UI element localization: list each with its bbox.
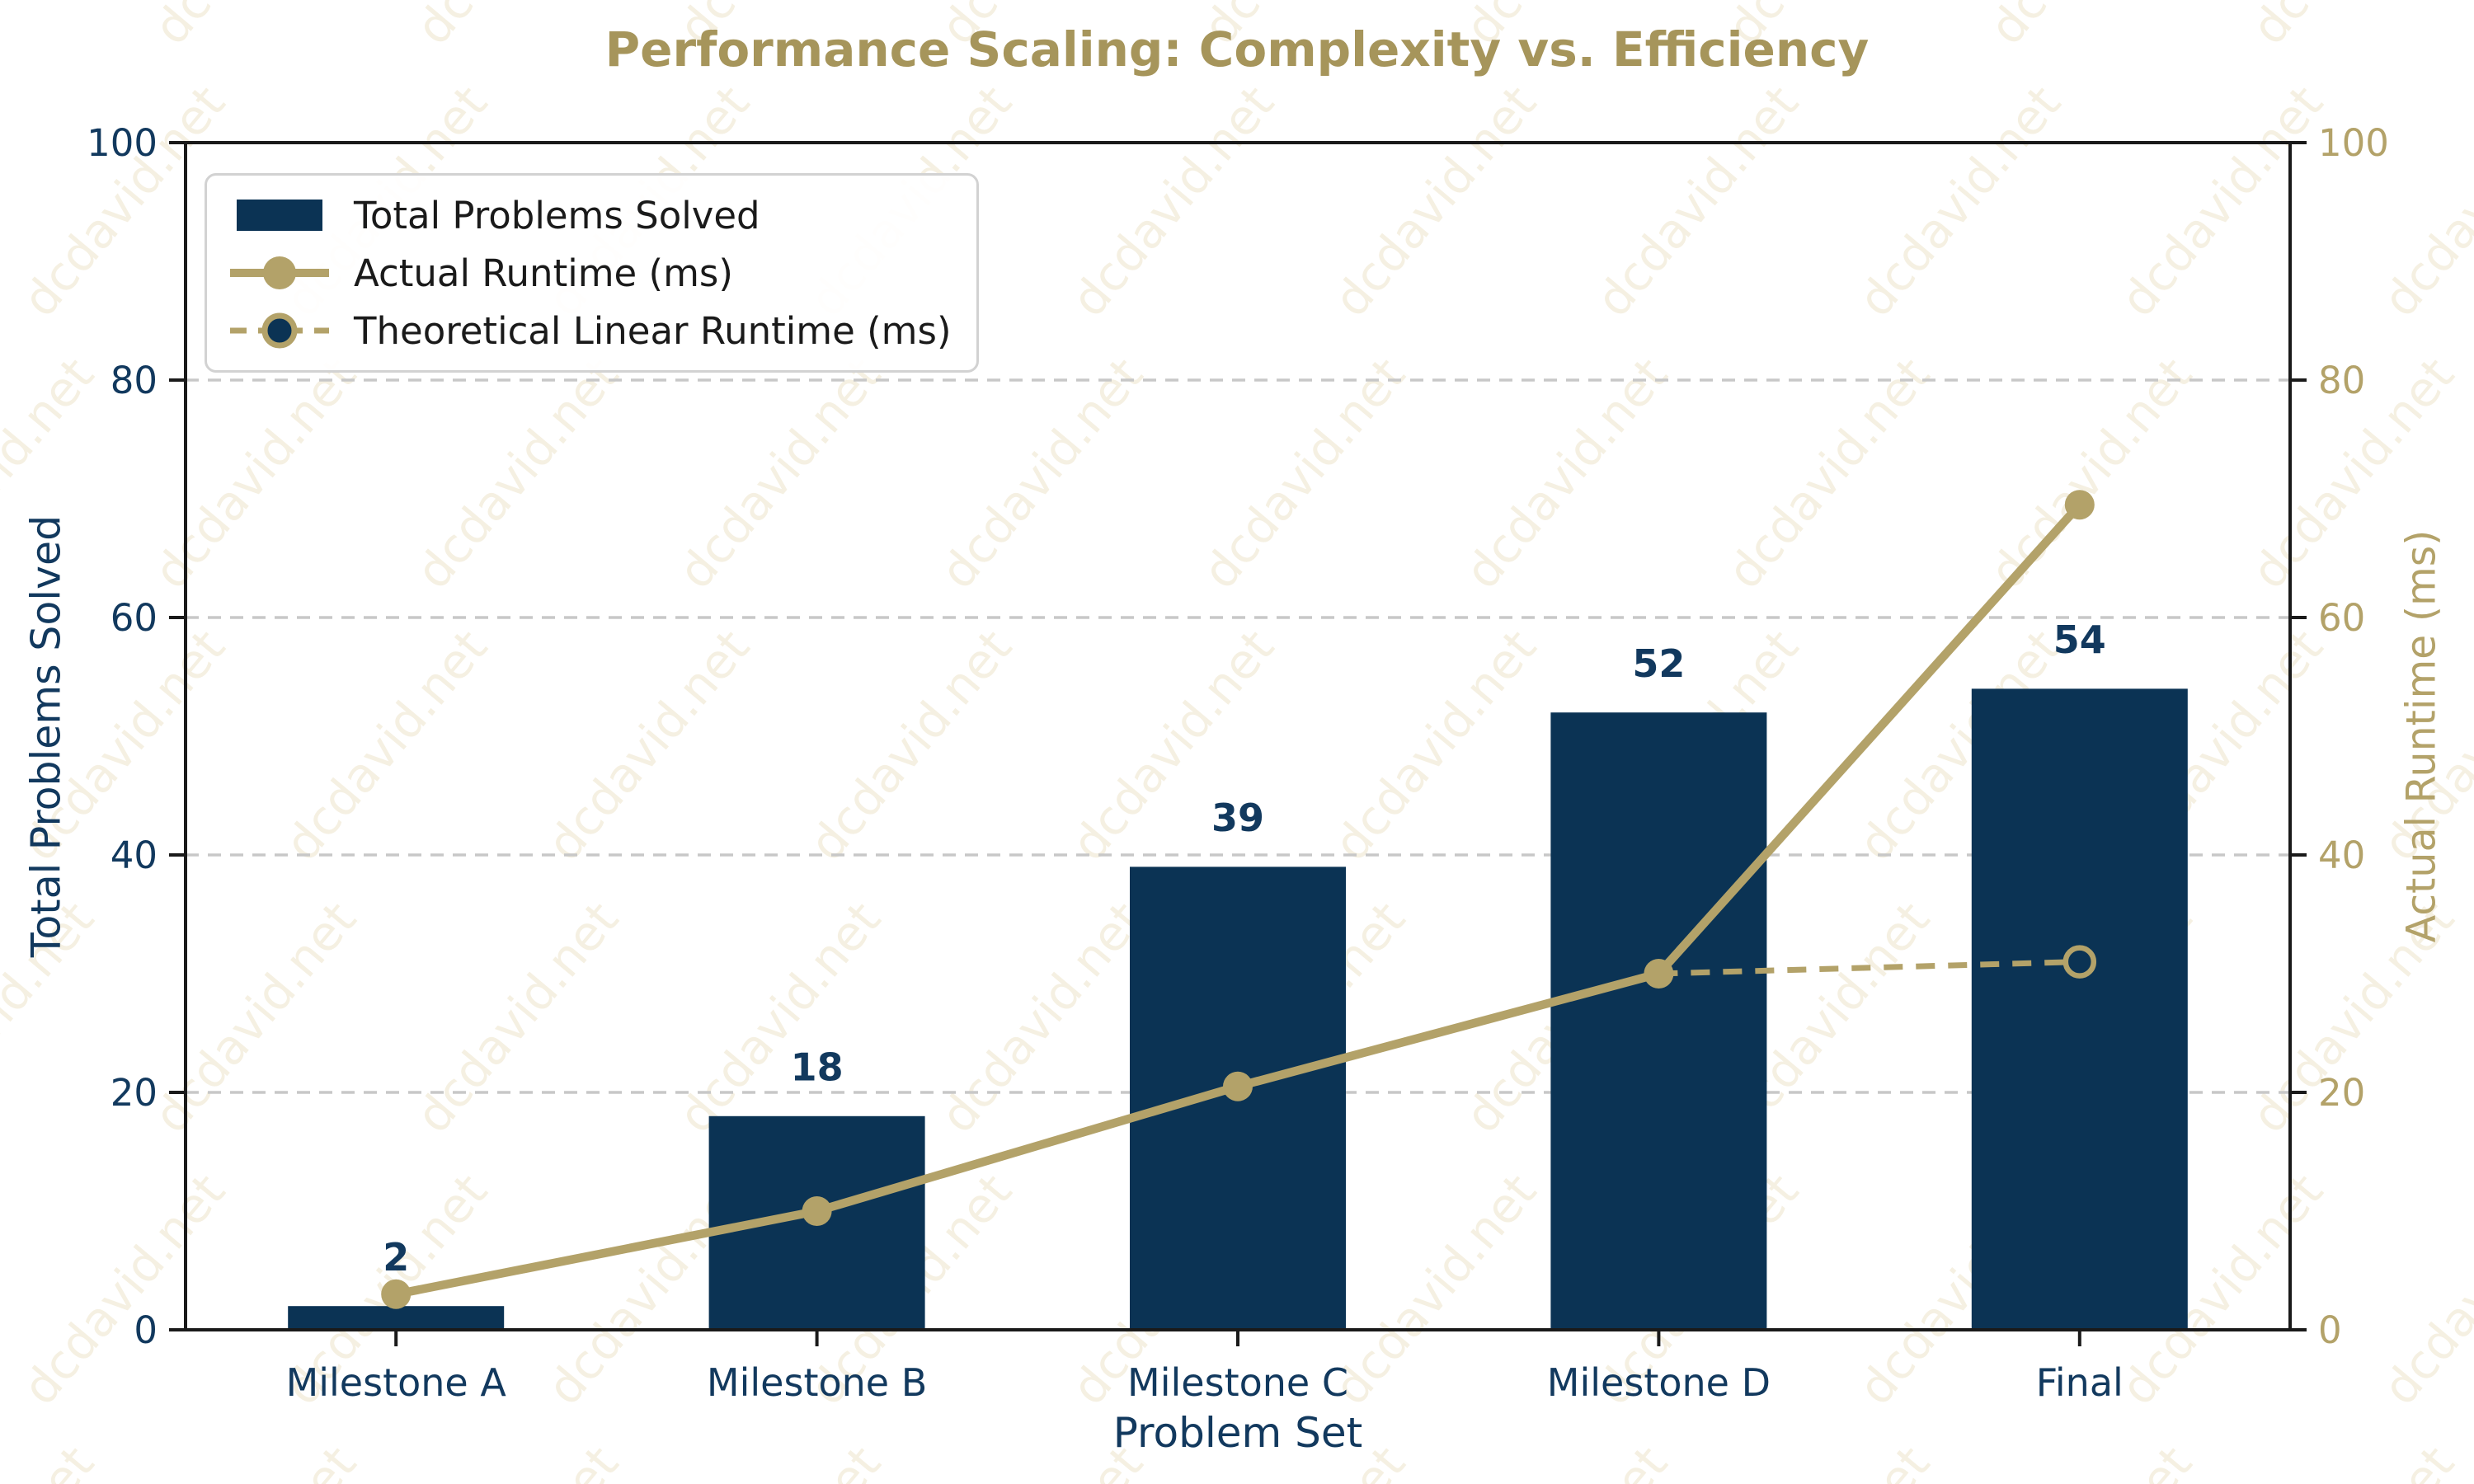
left-tick-label: 100: [87, 121, 158, 165]
right-tick-label: 60: [2318, 596, 2365, 640]
bar-Milestone A: [288, 1306, 505, 1330]
bar-swatch-icon: [237, 200, 322, 231]
solid-line-dot-icon: [230, 256, 329, 289]
actual-runtime-marker: [381, 1279, 412, 1309]
legend-item-bars: Total Problems Solved: [222, 189, 952, 242]
right-tick-label: 100: [2318, 121, 2389, 165]
left-tick-label: 80: [111, 359, 158, 402]
left-tick-label: 40: [111, 834, 158, 877]
bar-value-label: 18: [791, 1045, 844, 1090]
actual-runtime-marker: [1644, 959, 1674, 989]
left-tick-label: 20: [111, 1071, 158, 1115]
actual-runtime-marker: [802, 1196, 832, 1226]
x-tick-label: Milestone D: [1547, 1360, 1771, 1405]
left-tick-label: 60: [111, 596, 158, 640]
right-axis-title: Actual Runtime (ms): [2397, 529, 2445, 943]
bar-value-label: 39: [1211, 796, 1264, 840]
right-tick-label: 40: [2318, 834, 2365, 877]
legend-label: Theoretical Linear Runtime (ms): [354, 308, 952, 353]
x-tick-label: Final: [2036, 1360, 2124, 1405]
right-tick-label: 0: [2318, 1308, 2342, 1352]
legend: Total Problems Solved Actual Runtime (ms…: [205, 173, 979, 373]
legend-label: Actual Runtime (ms): [354, 251, 733, 295]
actual-runtime-marker: [2064, 490, 2095, 520]
bar-value-label: 54: [2053, 618, 2106, 662]
right-tick-label: 20: [2318, 1071, 2365, 1115]
left-tick-label: 0: [134, 1308, 158, 1352]
bar-Milestone D: [1550, 712, 1767, 1330]
bar-value-label: 2: [383, 1235, 409, 1280]
legend-item-theoretical-runtime: Theoretical Linear Runtime (ms): [222, 304, 952, 357]
x-tick-label: Milestone A: [286, 1360, 507, 1405]
bar-value-label: 52: [1632, 641, 1685, 686]
theoretical-runtime-marker: [2062, 945, 2097, 979]
theoretical-runtime-line: [1658, 959, 2080, 977]
bar-Final: [1971, 688, 2188, 1330]
x-axis-title: Problem Set: [1112, 1409, 1363, 1457]
right-tick-label: 80: [2318, 359, 2365, 402]
legend-label: Total Problems Solved: [354, 193, 760, 237]
chart-title: Performance Scaling: Complexity vs. Effi…: [604, 21, 1870, 77]
left-axis-title: Total Problems Solved: [22, 514, 70, 958]
dashed-line-ring-icon: [230, 312, 329, 349]
legend-item-actual-runtime: Actual Runtime (ms): [222, 247, 952, 299]
actual-runtime-marker: [1223, 1071, 1253, 1101]
x-tick-label: Milestone B: [707, 1360, 927, 1405]
x-tick-label: Milestone C: [1127, 1360, 1348, 1405]
